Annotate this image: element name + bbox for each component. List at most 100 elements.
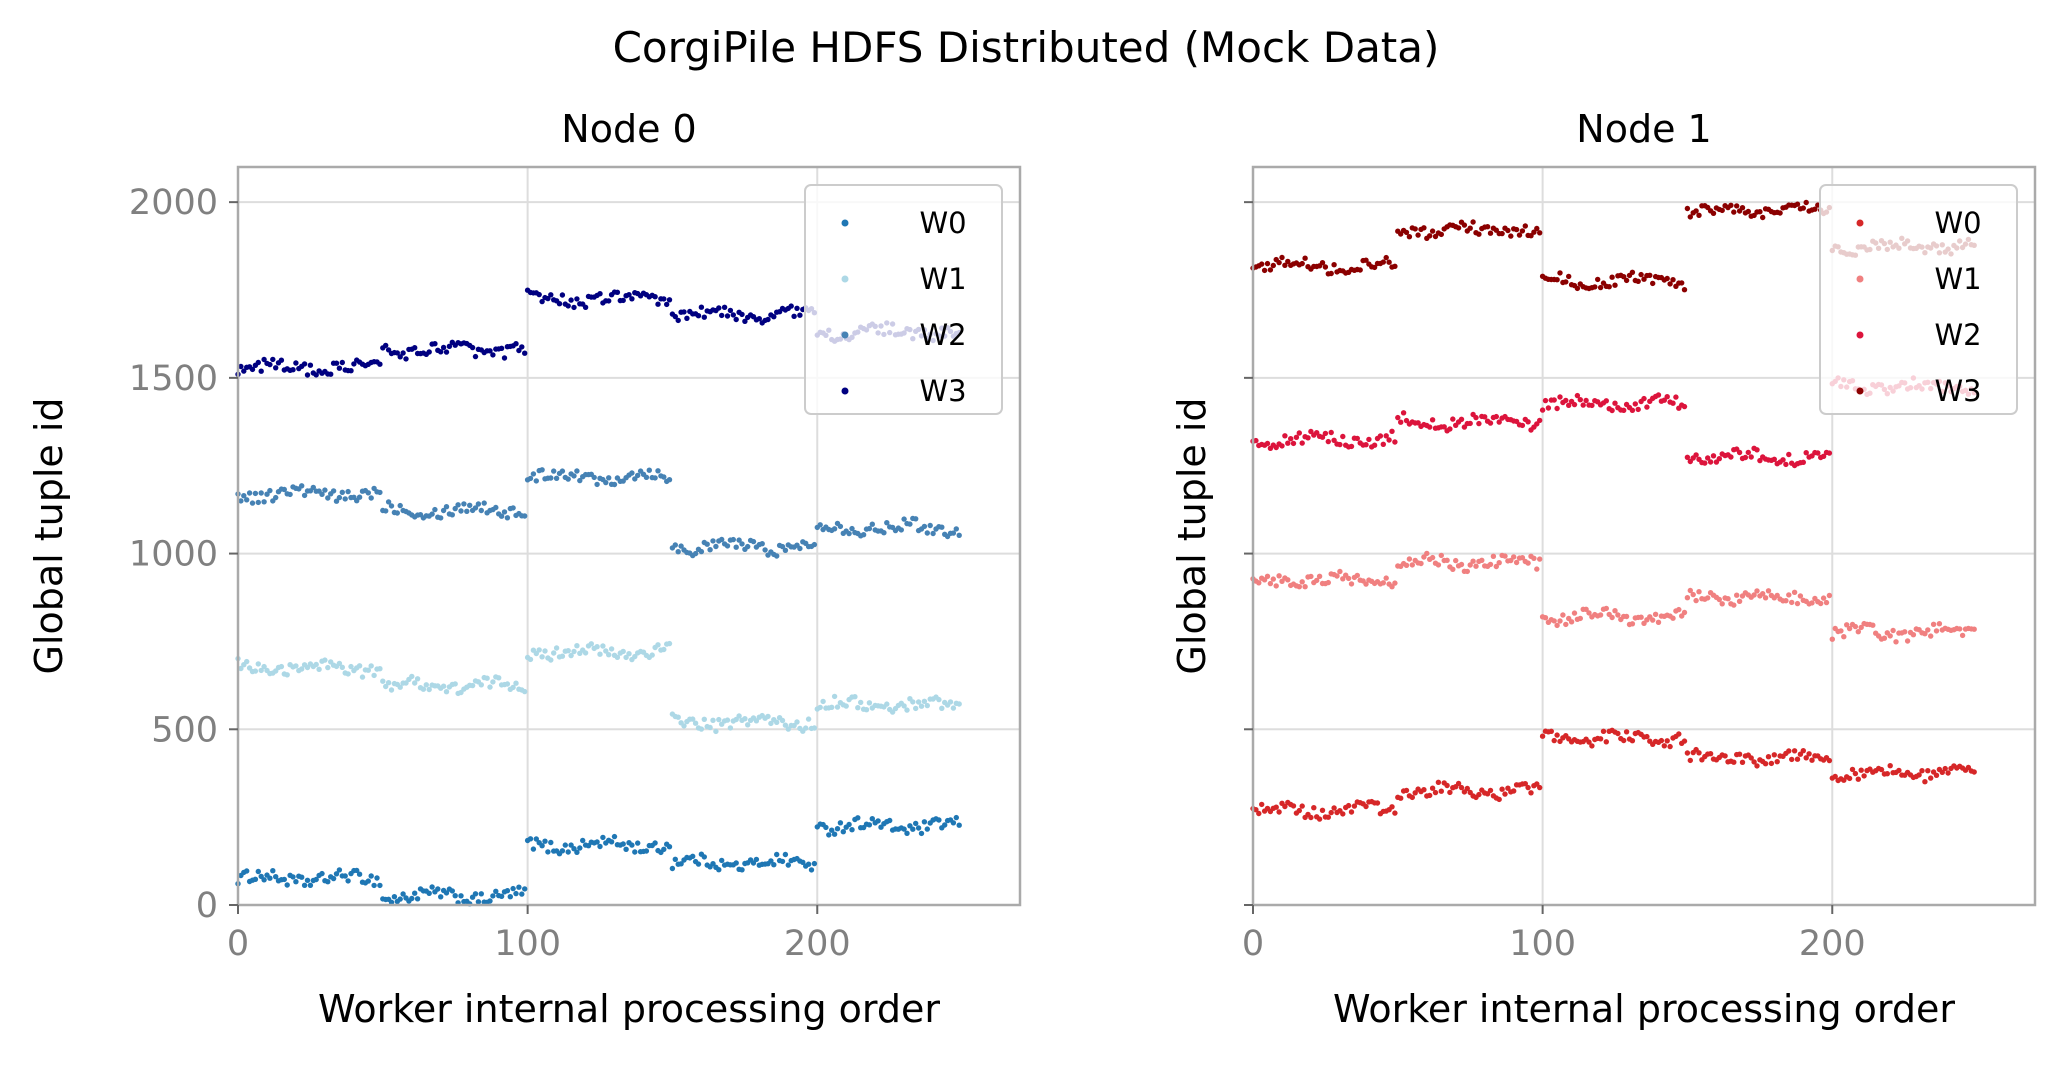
data-point <box>666 477 673 483</box>
data-point <box>811 541 818 548</box>
data-point <box>507 894 513 900</box>
data-point <box>1319 434 1326 440</box>
data-point <box>487 898 493 904</box>
data-point <box>846 821 852 828</box>
data-point <box>377 361 383 367</box>
data-point <box>1398 231 1404 237</box>
data-point <box>661 296 667 302</box>
data-point <box>533 650 539 657</box>
data-point <box>1595 276 1601 283</box>
data-point <box>516 884 522 890</box>
data-point <box>655 642 661 648</box>
data-point <box>829 704 835 710</box>
data-point <box>716 305 722 311</box>
data-point <box>1348 809 1355 815</box>
data-point <box>293 360 299 366</box>
data-point <box>1684 750 1691 756</box>
data-point <box>455 502 461 508</box>
data-point <box>855 705 861 711</box>
data-point <box>1253 807 1259 813</box>
data-point <box>733 860 739 866</box>
data-point <box>675 714 681 720</box>
data-point <box>1783 598 1789 604</box>
data-point <box>513 341 519 347</box>
data-point <box>333 871 340 877</box>
data-point <box>478 891 484 897</box>
data-point <box>307 882 314 888</box>
data-point <box>849 525 855 532</box>
data-point <box>1844 622 1850 628</box>
data-point <box>1363 257 1369 263</box>
data-point <box>1681 287 1688 293</box>
data-point <box>765 316 771 323</box>
data-point <box>255 359 261 366</box>
data-point <box>791 313 797 319</box>
data-point <box>290 874 296 880</box>
data-point <box>345 488 351 495</box>
data-point <box>629 842 635 848</box>
data-point <box>1566 273 1572 280</box>
data-point <box>803 725 809 731</box>
data-point <box>950 530 957 536</box>
data-point <box>1337 441 1343 448</box>
data-point <box>1957 626 1963 632</box>
data-point <box>716 867 722 873</box>
data-point <box>1557 618 1563 624</box>
data-point <box>1687 757 1694 764</box>
data-point <box>611 833 618 840</box>
data-point <box>1829 636 1836 642</box>
data-point <box>1337 568 1343 575</box>
data-point <box>1453 557 1459 564</box>
data-point <box>258 490 264 496</box>
data-point <box>1259 261 1265 267</box>
data-point <box>1583 606 1589 612</box>
data-point <box>345 671 351 677</box>
data-point <box>1270 576 1277 582</box>
data-point <box>1551 737 1557 744</box>
data-point <box>698 304 705 310</box>
data-point <box>325 495 331 501</box>
data-point <box>365 878 371 884</box>
data-point <box>1531 555 1537 561</box>
data-point <box>884 520 890 526</box>
data-point <box>1609 614 1615 621</box>
data-point <box>1754 763 1760 769</box>
data-point <box>1487 561 1494 568</box>
data-point <box>1786 592 1792 598</box>
data-point <box>910 826 916 832</box>
data-point <box>1311 805 1317 811</box>
data-point <box>831 693 838 700</box>
data-point <box>403 356 409 362</box>
data-point <box>881 530 887 536</box>
data-point <box>571 304 577 311</box>
data-point <box>1846 625 1853 632</box>
data-point <box>426 686 432 693</box>
data-point <box>1655 392 1662 398</box>
data-point <box>915 699 922 705</box>
data-point <box>1519 228 1526 234</box>
data-point <box>739 541 745 547</box>
data-point <box>278 357 285 363</box>
data-point <box>1762 761 1769 767</box>
data-point <box>626 292 632 298</box>
data-point <box>493 504 499 511</box>
data-point <box>1444 557 1450 563</box>
data-point <box>936 817 942 823</box>
data-point <box>1681 738 1688 744</box>
data-point <box>1603 605 1610 612</box>
data-point <box>860 532 867 538</box>
data-point <box>1719 207 1725 214</box>
data-point <box>1267 580 1274 587</box>
data-point <box>1655 619 1662 625</box>
data-point <box>716 716 722 723</box>
data-point <box>1826 757 1833 764</box>
data-point <box>733 544 739 550</box>
data-point <box>652 475 658 481</box>
data-point <box>1809 757 1815 763</box>
data-point <box>603 648 609 654</box>
data-point <box>287 491 293 498</box>
data-point <box>527 475 534 482</box>
data-point <box>414 896 421 902</box>
data-point <box>1290 440 1297 447</box>
